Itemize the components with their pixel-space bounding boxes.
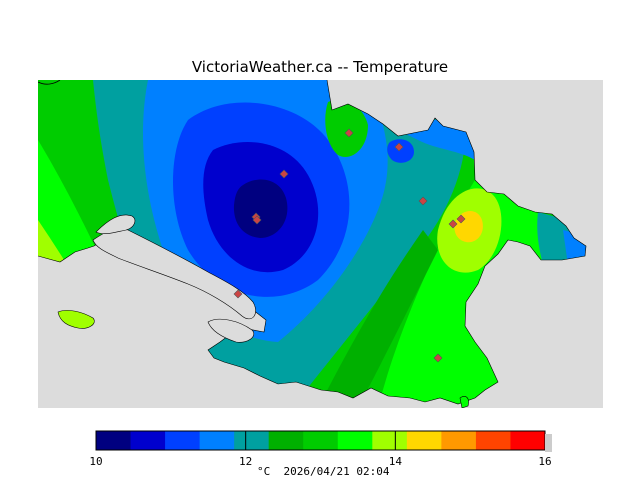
legend-tick-label: 10: [89, 455, 103, 468]
temperature-contour-map: [38, 80, 603, 408]
legend-band: [337, 431, 373, 450]
inlet: [92, 227, 256, 320]
legend-band: [510, 431, 546, 450]
station-marker[interactable]: [394, 142, 404, 152]
legend-caption: °C 2026/04/21 02:04: [257, 465, 390, 478]
station-markers: [233, 128, 466, 363]
station-marker[interactable]: [252, 215, 262, 225]
inlet-arm: [95, 214, 136, 234]
station-marker[interactable]: [279, 169, 289, 179]
station-marker[interactable]: [448, 219, 458, 229]
station-marker[interactable]: [456, 214, 466, 224]
station-marker[interactable]: [344, 128, 354, 138]
legend-band: [475, 431, 511, 450]
legend-band: [303, 431, 339, 450]
harbour: [207, 318, 255, 343]
legend-band: [441, 431, 477, 450]
legend-tick-label: 14: [388, 455, 402, 468]
legend-shadow: [545, 434, 552, 452]
map-edge-fragment: [38, 80, 61, 85]
station-marker[interactable]: [418, 196, 428, 206]
legend-band: [372, 431, 408, 450]
legend-band: [234, 431, 270, 450]
legend-band: [165, 431, 201, 450]
legend-band: [130, 431, 166, 450]
legend-tick-label: 16: [538, 455, 552, 468]
legend-band: [96, 431, 132, 450]
legend-band: [268, 431, 304, 450]
page-title: VictoriaWeather.ca -- Temperature: [191, 58, 449, 76]
station-marker[interactable]: [433, 353, 443, 363]
legend-band: [199, 431, 235, 450]
island-southeast: [459, 396, 469, 408]
legend-tick-label: 12: [239, 455, 253, 468]
station-marker[interactable]: [233, 289, 243, 299]
legend-band: [406, 431, 442, 450]
island-southwest: [57, 310, 95, 329]
